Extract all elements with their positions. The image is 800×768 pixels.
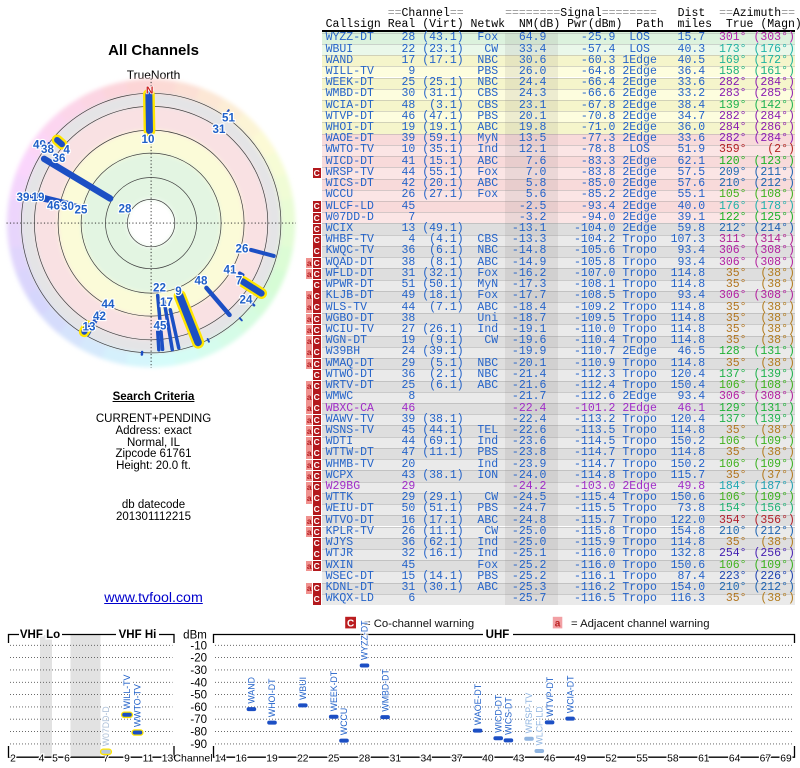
svg-text:61: 61	[698, 753, 710, 764]
svg-text:C: C	[347, 618, 354, 629]
svg-text:17: 17	[160, 296, 173, 309]
svg-text:52: 52	[605, 753, 617, 764]
svg-text:= Adjacent channel warning: = Adjacent channel warning	[571, 618, 710, 630]
svg-text:22: 22	[297, 753, 309, 764]
svg-text:WCCU: WCCU	[339, 708, 349, 735]
svg-text:-10: -10	[190, 640, 207, 652]
svg-text:26: 26	[236, 242, 249, 255]
svg-text:a: a	[555, 618, 561, 629]
svg-text:42: 42	[93, 310, 106, 323]
svg-text:4: 4	[63, 143, 70, 156]
svg-text:WCIA-DT: WCIA-DT	[565, 675, 575, 713]
svg-text:31: 31	[213, 123, 226, 136]
svg-text:51: 51	[222, 111, 235, 124]
svg-text:= Co-channel warning: = Co-channel warning	[364, 618, 474, 630]
svg-text:44: 44	[102, 298, 115, 311]
svg-text:6: 6	[64, 753, 70, 764]
svg-text:24: 24	[240, 293, 253, 306]
svg-text:13: 13	[83, 321, 96, 334]
svg-text:-50: -50	[190, 690, 207, 702]
svg-text:WICD-DT: WICD-DT	[493, 694, 503, 733]
svg-text:-80: -80	[190, 727, 207, 739]
svg-text:WTVP-DT: WTVP-DT	[545, 676, 555, 717]
svg-text:WWTO-TV: WWTO-TV	[133, 684, 143, 727]
svg-text:48: 48	[195, 275, 208, 288]
svg-text:30: 30	[61, 200, 74, 213]
svg-text:WMBD-DT: WMBD-DT	[380, 668, 390, 711]
svg-text:19: 19	[32, 191, 45, 204]
svg-text:-30: -30	[190, 665, 207, 677]
svg-text:dBm: dBm	[183, 630, 207, 642]
svg-text:25: 25	[75, 203, 88, 216]
svg-text:9: 9	[175, 285, 182, 298]
svg-text:WILL-TV: WILL-TV	[122, 674, 132, 709]
svg-text:WICS-DT: WICS-DT	[504, 697, 514, 735]
svg-text:VHF Lo: VHF Lo	[20, 629, 60, 641]
svg-text:Channel: Channel	[173, 753, 212, 765]
svg-text:25: 25	[328, 753, 340, 764]
svg-text:WYZZ-DT: WYZZ-DT	[360, 620, 370, 660]
svg-text:28: 28	[119, 202, 132, 215]
svg-text:WBUI: WBUI	[298, 677, 308, 700]
svg-text:58: 58	[667, 753, 679, 764]
svg-text:37: 37	[451, 753, 463, 764]
svg-text:WAOE-DT: WAOE-DT	[473, 683, 483, 725]
svg-text:10: 10	[142, 133, 155, 146]
svg-text:40: 40	[482, 753, 494, 764]
svg-text:14: 14	[215, 753, 227, 764]
svg-text:WEEK-DT: WEEK-DT	[329, 670, 339, 711]
svg-text:UHF: UHF	[486, 629, 510, 641]
svg-text:31: 31	[390, 753, 402, 764]
svg-text:69: 69	[780, 753, 792, 764]
svg-text:VHF Hi: VHF Hi	[119, 629, 157, 641]
svg-text:7: 7	[236, 274, 242, 287]
svg-text:16: 16	[235, 753, 247, 764]
svg-text:2: 2	[10, 753, 16, 764]
svg-text:64: 64	[729, 753, 741, 764]
svg-text:34: 34	[420, 753, 432, 764]
svg-text:4: 4	[39, 753, 45, 764]
svg-text:WRSP-TV: WRSP-TV	[524, 693, 534, 734]
svg-text:WHOI-DT: WHOI-DT	[267, 678, 277, 717]
svg-text:19: 19	[266, 753, 278, 764]
svg-text:43: 43	[513, 753, 525, 764]
svg-text:WLCF-LD: WLCF-LD	[535, 706, 545, 745]
svg-text:55: 55	[636, 753, 648, 764]
svg-text:45: 45	[154, 319, 167, 332]
svg-text:9: 9	[124, 753, 130, 764]
svg-text:WAND: WAND	[247, 677, 257, 704]
svg-text:-70: -70	[190, 714, 207, 726]
svg-text:N: N	[146, 84, 154, 96]
svg-text:46: 46	[47, 199, 60, 212]
svg-text:49: 49	[575, 753, 587, 764]
svg-text:11: 11	[143, 753, 154, 764]
svg-text:-90: -90	[190, 739, 207, 751]
svg-text:-60: -60	[190, 702, 207, 714]
svg-text:46: 46	[544, 753, 556, 764]
svg-text:W07DD-D: W07DD-D	[101, 706, 111, 746]
svg-text:-40: -40	[190, 677, 207, 689]
svg-text:41: 41	[224, 264, 237, 277]
svg-text:13: 13	[162, 753, 174, 764]
svg-text:38: 38	[41, 143, 54, 156]
svg-text:36: 36	[53, 152, 66, 165]
svg-text:67: 67	[760, 753, 772, 764]
svg-text:49: 49	[33, 139, 46, 152]
svg-text:-20: -20	[190, 653, 207, 665]
svg-text:22: 22	[153, 281, 166, 294]
svg-text:28: 28	[359, 753, 371, 764]
svg-text:39: 39	[17, 191, 30, 204]
svg-text:5: 5	[52, 753, 58, 764]
svg-text:7: 7	[103, 753, 109, 764]
